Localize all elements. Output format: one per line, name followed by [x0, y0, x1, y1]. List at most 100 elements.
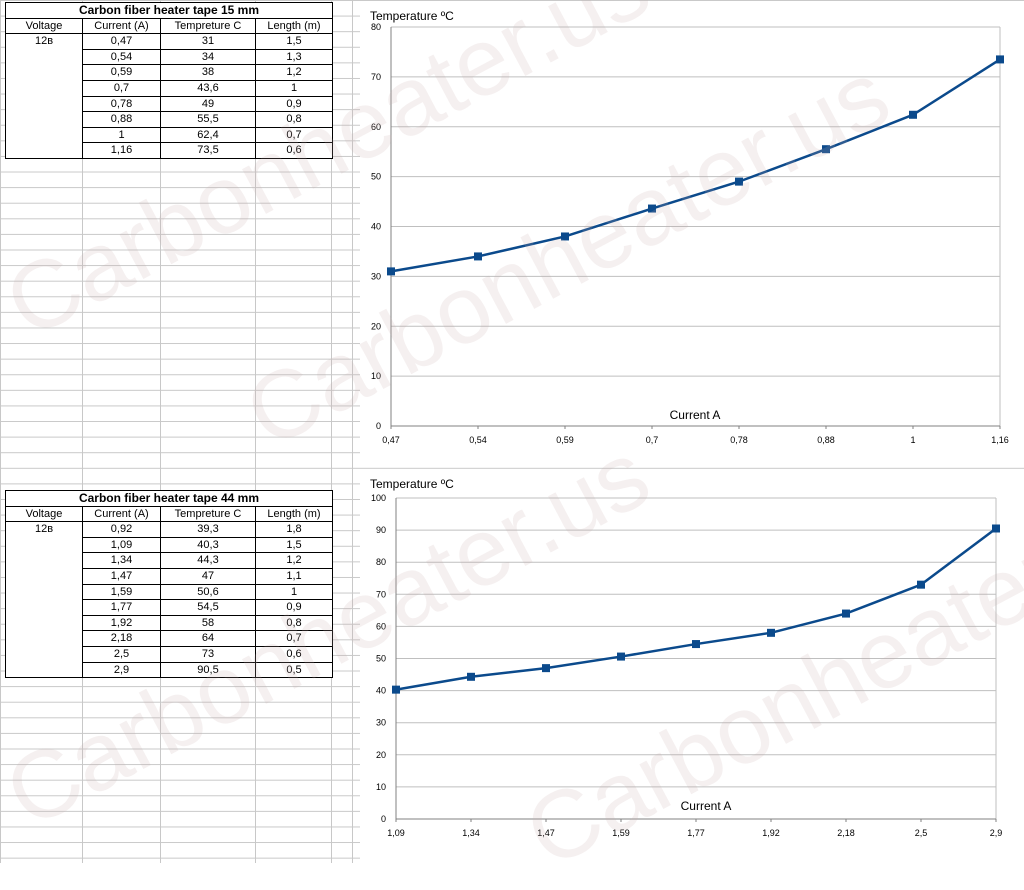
table-row: 1 62,4 0,7	[5, 126, 333, 144]
cell-temperature: 47	[160, 567, 256, 585]
header-length: Length (m)	[255, 17, 333, 35]
y-tick-label: 0	[381, 814, 386, 824]
y-tick-label: 90	[376, 525, 386, 535]
cell-length: 1,8	[255, 521, 333, 538]
y-tick-label: 80	[371, 22, 381, 32]
y-tick-label: 60	[371, 122, 381, 132]
table-row: 2,5 73 0,6	[5, 645, 333, 663]
cell-voltage: 12в	[5, 521, 83, 538]
x-tick-label: 1,16	[991, 435, 1009, 445]
data-point	[392, 685, 400, 694]
data-point	[996, 55, 1004, 64]
table-row: 0,59 38 1,2	[5, 64, 333, 81]
x-tick-label: 1	[910, 435, 915, 445]
cell-temperature: 49	[160, 95, 256, 113]
x-tick-label: 0,78	[730, 435, 748, 445]
cell-current: 1,34	[82, 552, 161, 569]
x-tick-label: 1,09	[387, 828, 405, 838]
cell-temperature: 58	[160, 614, 256, 632]
cell-current: 0,47	[82, 33, 161, 50]
data-point	[692, 640, 700, 649]
x-tick-label: 1,47	[537, 828, 555, 838]
y-tick-label: 50	[371, 172, 381, 182]
header-temperature: Tempreture C	[160, 17, 256, 35]
cell-voltage	[5, 80, 83, 97]
cell-length: 1,5	[255, 536, 333, 554]
cell-temperature: 43,6	[160, 79, 256, 97]
y-tick-label: 10	[371, 371, 381, 381]
cell-current: 1,59	[82, 583, 161, 601]
x-tick-label: 1,59	[612, 828, 630, 838]
y-tick-label: 10	[376, 782, 386, 792]
cell-voltage	[5, 615, 83, 631]
y-tick-label: 40	[371, 222, 381, 232]
cell-voltage	[5, 142, 83, 159]
chart-tape-44mm: 0 10 20 30 40 50 60 70 80 90 100 1,09 1,34 1,47 1,59 1,…	[360, 474, 1024, 863]
x-tick-label: 2,9	[990, 828, 1003, 838]
cell-length: 1	[255, 583, 333, 601]
cell-voltage	[5, 49, 83, 65]
cell-temperature: 73	[160, 645, 256, 663]
cell-length: 0,8	[255, 614, 333, 632]
cell-current: 2,5	[82, 645, 161, 663]
cell-temperature: 62,4	[160, 126, 256, 144]
cell-temperature: 38	[160, 64, 256, 81]
cell-current: 0,88	[82, 111, 161, 128]
cell-voltage	[5, 662, 83, 679]
y-tick-label: 70	[371, 72, 381, 82]
table-row: 0,7 43,6 1	[5, 79, 333, 97]
y-tick-label: 40	[376, 686, 386, 696]
y-tick-label: 30	[376, 718, 386, 728]
x-tick-label: 0,88	[817, 435, 835, 445]
cell-length: 0,8	[255, 111, 333, 128]
x-tick-label: 0,7	[646, 435, 659, 445]
table-row: 1,34 44,3 1,2	[5, 552, 333, 569]
y-tick-label: 60	[376, 621, 386, 631]
cell-voltage	[5, 646, 83, 663]
y-tick-label: 80	[376, 557, 386, 567]
cell-temperature: 54,5	[160, 599, 256, 616]
y-axis-label: Temperature ºC	[370, 477, 454, 491]
data-point	[909, 110, 917, 119]
x-axis-label: Current A	[670, 408, 721, 422]
cell-voltage	[5, 552, 83, 569]
data-point	[617, 652, 625, 661]
cell-voltage	[5, 111, 83, 128]
data-point	[822, 145, 830, 154]
data-point	[735, 177, 743, 186]
cell-voltage	[5, 64, 83, 81]
cell-current: 1,92	[82, 614, 161, 632]
cell-temperature: 44,3	[160, 552, 256, 569]
table-tape-44mm: Carbon fiber heater tape 44 mm Voltage C…	[5, 490, 333, 679]
cell-voltage	[5, 568, 83, 585]
x-tick-label: 2,18	[837, 828, 855, 838]
table-title: Carbon fiber heater tape 44 mm	[5, 490, 333, 507]
cell-temperature: 40,3	[160, 536, 256, 554]
cell-voltage: 12в	[5, 33, 83, 50]
y-axis-label: Temperature ºC	[370, 9, 454, 23]
cell-temperature: 90,5	[160, 661, 256, 679]
table-row: 1,92 58 0,8	[5, 614, 333, 632]
cell-current: 0,59	[82, 64, 161, 81]
table-row: 2,9 90,5 0,5	[5, 661, 333, 679]
y-tick-label: 70	[376, 589, 386, 599]
table-header-row: Voltage Current (A) Tempreture C Length …	[5, 17, 333, 35]
x-tick-label: 0,54	[469, 435, 487, 445]
x-tick-label: 1,77	[687, 828, 705, 838]
y-tick-label: 20	[371, 321, 381, 331]
series-line	[390, 58, 1001, 273]
cell-length: 0,6	[255, 142, 333, 159]
table-row: 12в 0,92 39,3 1,8	[5, 521, 333, 538]
table-tape-15mm: Carbon fiber heater tape 15 mm Voltage C…	[5, 2, 333, 159]
cell-current: 2,9	[82, 661, 161, 679]
table-row: 0,54 34 1,3	[5, 48, 333, 66]
cell-temperature: 39,3	[160, 521, 256, 538]
cell-length: 0,9	[255, 95, 333, 113]
table-row: 1,47 47 1,1	[5, 567, 333, 585]
data-point	[842, 609, 850, 618]
cell-current: 1,16	[82, 142, 161, 159]
x-tick-label: 1,34	[462, 828, 480, 838]
cell-current: 2,18	[82, 630, 161, 647]
cell-temperature: 73,5	[160, 142, 256, 159]
cell-current: 0,92	[82, 521, 161, 538]
